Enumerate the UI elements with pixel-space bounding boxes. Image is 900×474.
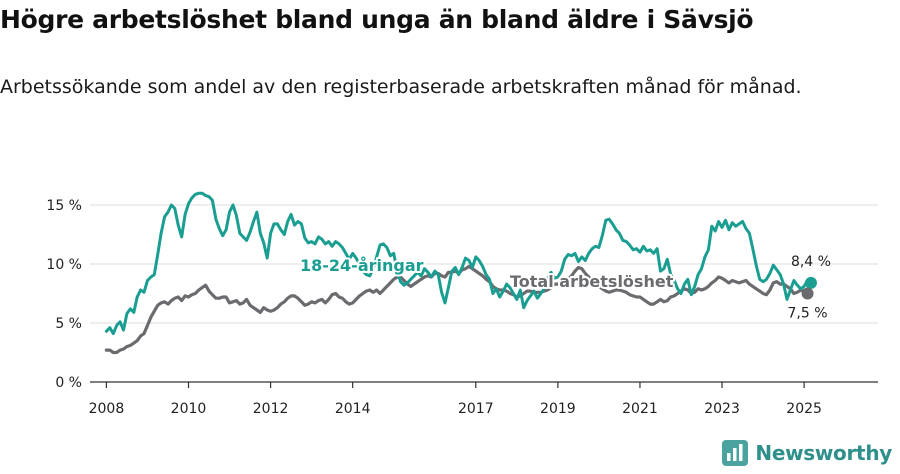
x-tick-label: 2010	[171, 401, 207, 417]
y-tick-label: 15 %	[46, 198, 82, 214]
x-tick-label: 2017	[458, 401, 494, 417]
y-tick-label: 5 %	[55, 316, 82, 332]
newsworthy-logo-icon	[722, 440, 749, 466]
x-tick-label: 2019	[540, 401, 576, 417]
newsworthy-brand: Newsworthy	[722, 440, 892, 466]
x-tick-label: 2008	[89, 401, 125, 417]
series-layer	[104, 191, 817, 355]
grid-layer: 0 % 5 % 10 % 15 %	[46, 198, 878, 391]
x-axis: 2008 2010 2012 2014 2017 2019 2021 2023 2025	[89, 381, 878, 417]
series-label-total: Total arbetslöshet	[510, 272, 674, 291]
series-line-youth	[104, 191, 813, 336]
x-tick-label: 2012	[253, 401, 289, 417]
x-tick-label: 2025	[786, 401, 822, 417]
x-tick-label: 2023	[704, 401, 740, 417]
series-label-youth: 18-24-åringar	[300, 256, 424, 275]
end-label-total: 7,5 %	[788, 306, 828, 322]
brand-name: Newsworthy	[755, 441, 892, 465]
chart-subtitle: Arbetssökande som andel av den registerb…	[0, 76, 802, 98]
end-label-youth: 8,4 %	[791, 254, 831, 270]
label-layer: 18-24-åringar Total arbetslöshet 8,4 % 7,5 …	[298, 254, 831, 322]
y-tick-label: 0 %	[55, 375, 82, 391]
series-line-total	[104, 264, 810, 355]
end-point-youth	[804, 276, 817, 289]
x-tick-label: 2021	[622, 401, 658, 417]
page-title: Högre arbetslöshet bland unga än bland ä…	[0, 5, 754, 34]
y-tick-label: 10 %	[46, 257, 82, 273]
end-point-total	[801, 287, 814, 300]
x-tick-label: 2014	[335, 401, 371, 417]
